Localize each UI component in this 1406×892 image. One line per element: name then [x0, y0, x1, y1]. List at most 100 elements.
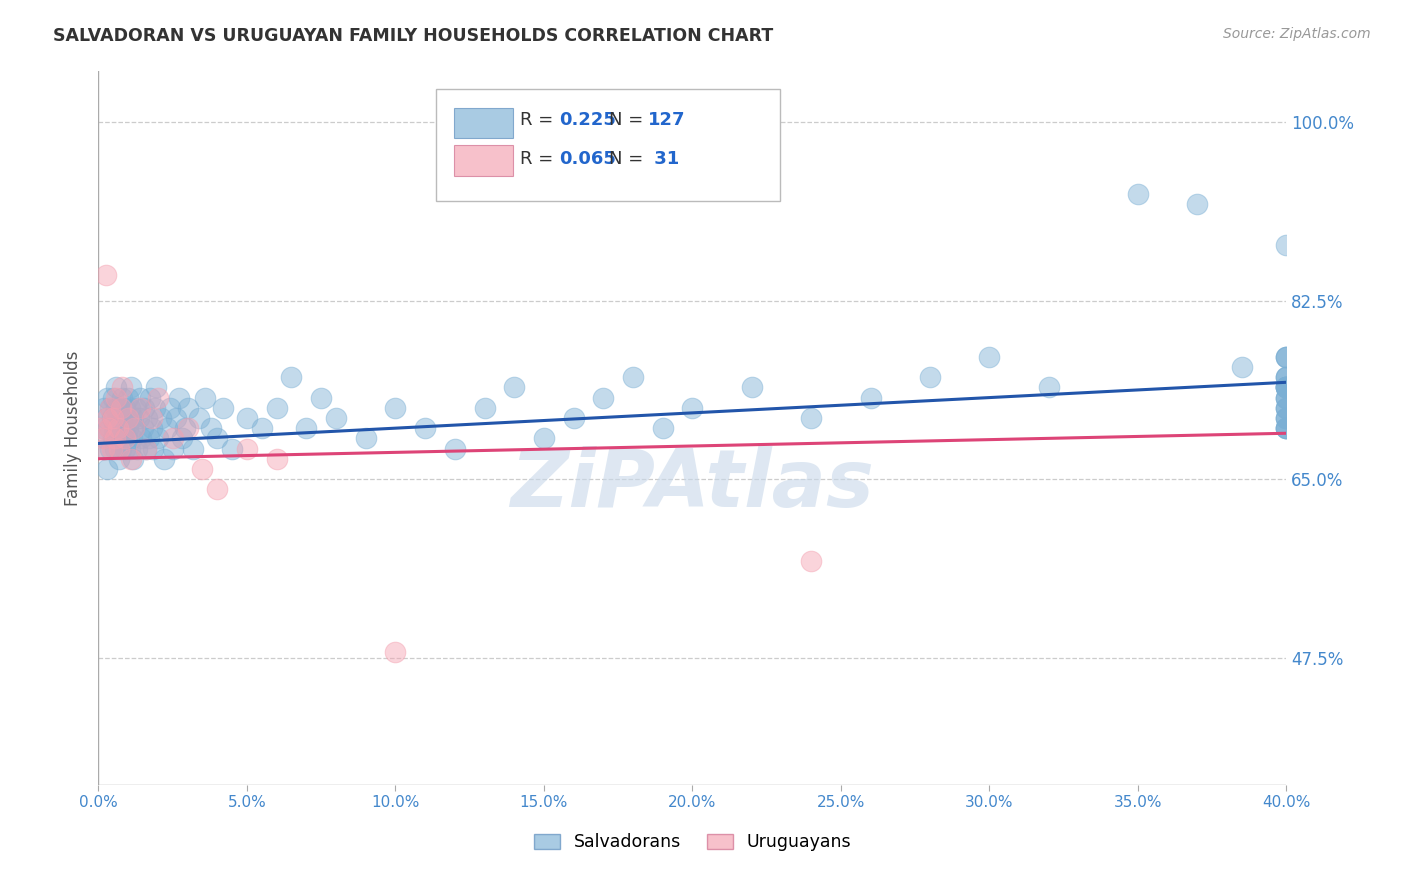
Point	[503, 380, 526, 394]
Point	[111, 431, 134, 445]
Point	[533, 431, 555, 445]
Point	[176, 401, 198, 415]
Point	[1275, 380, 1298, 394]
Point	[156, 421, 179, 435]
Point	[101, 431, 124, 445]
Point	[1275, 411, 1298, 425]
Point	[120, 380, 142, 394]
Point	[131, 431, 153, 445]
Point	[105, 431, 128, 445]
Point	[920, 370, 942, 384]
Point	[1275, 401, 1298, 415]
Point	[1275, 421, 1298, 435]
Point	[1275, 380, 1298, 394]
Point	[474, 401, 496, 415]
Point	[110, 411, 132, 425]
Point	[117, 411, 139, 425]
Point	[266, 401, 288, 415]
Point	[280, 370, 302, 384]
Point	[98, 401, 121, 415]
Point	[115, 431, 138, 445]
Point	[141, 421, 163, 435]
Point	[165, 411, 187, 425]
Point	[146, 431, 169, 445]
Point	[167, 391, 190, 405]
Point	[162, 431, 184, 445]
Point	[132, 421, 155, 435]
Point	[122, 421, 145, 435]
Point	[1275, 421, 1298, 435]
Point	[94, 411, 117, 425]
Point	[1187, 197, 1209, 211]
Point	[621, 370, 644, 384]
Point	[128, 411, 150, 425]
Point	[141, 411, 163, 425]
Point	[120, 401, 142, 415]
Point	[93, 431, 115, 445]
Point	[162, 442, 184, 456]
Point	[979, 350, 1001, 364]
Point	[122, 451, 145, 466]
Point	[1275, 401, 1298, 415]
Point	[117, 421, 139, 435]
Point	[681, 401, 703, 415]
Point	[1275, 391, 1298, 405]
Point	[1275, 370, 1298, 384]
Point	[138, 431, 160, 445]
Point	[325, 411, 347, 425]
Point	[111, 391, 134, 405]
Point	[1230, 359, 1253, 374]
Point	[859, 391, 882, 405]
Point	[444, 442, 467, 456]
Point	[384, 645, 406, 659]
Point	[142, 442, 165, 456]
Point	[1275, 370, 1298, 384]
Point	[173, 421, 195, 435]
Point	[108, 401, 131, 415]
Point	[250, 421, 273, 435]
Point	[236, 442, 259, 456]
Point	[94, 268, 117, 283]
Point	[104, 431, 127, 445]
Point	[107, 411, 129, 425]
Point	[103, 391, 125, 405]
Point	[91, 421, 114, 435]
Point	[107, 451, 129, 466]
Point	[741, 380, 763, 394]
Point	[1275, 421, 1298, 435]
Point	[183, 442, 205, 456]
Point	[1275, 391, 1298, 405]
Text: Source: ZipAtlas.com: Source: ZipAtlas.com	[1223, 27, 1371, 41]
Point	[1275, 380, 1298, 394]
Point	[114, 401, 136, 415]
Point	[188, 411, 211, 425]
Point	[129, 391, 152, 405]
Point	[1275, 370, 1298, 384]
Point	[1275, 350, 1298, 364]
Point	[146, 391, 169, 405]
Text: 31: 31	[648, 150, 679, 168]
Text: 0.225: 0.225	[560, 112, 616, 129]
Point	[103, 411, 125, 425]
Text: SALVADORAN VS URUGUAYAN FAMILY HOUSEHOLDS CORRELATION CHART: SALVADORAN VS URUGUAYAN FAMILY HOUSEHOLD…	[53, 27, 773, 45]
Point	[118, 442, 141, 456]
Point	[114, 411, 136, 425]
Point	[191, 462, 214, 476]
Point	[105, 391, 128, 405]
Point	[114, 431, 136, 445]
Point	[152, 451, 174, 466]
Point	[96, 462, 118, 476]
Point	[112, 421, 135, 435]
Text: R =: R =	[520, 112, 560, 129]
Point	[413, 421, 436, 435]
Point	[149, 411, 172, 425]
Point	[170, 431, 193, 445]
Point	[212, 401, 235, 415]
Point	[1275, 350, 1298, 364]
Point	[110, 442, 132, 456]
Point	[207, 483, 229, 497]
Point	[562, 411, 585, 425]
Point	[266, 451, 288, 466]
Point	[90, 421, 112, 435]
Text: N =: N =	[609, 112, 648, 129]
